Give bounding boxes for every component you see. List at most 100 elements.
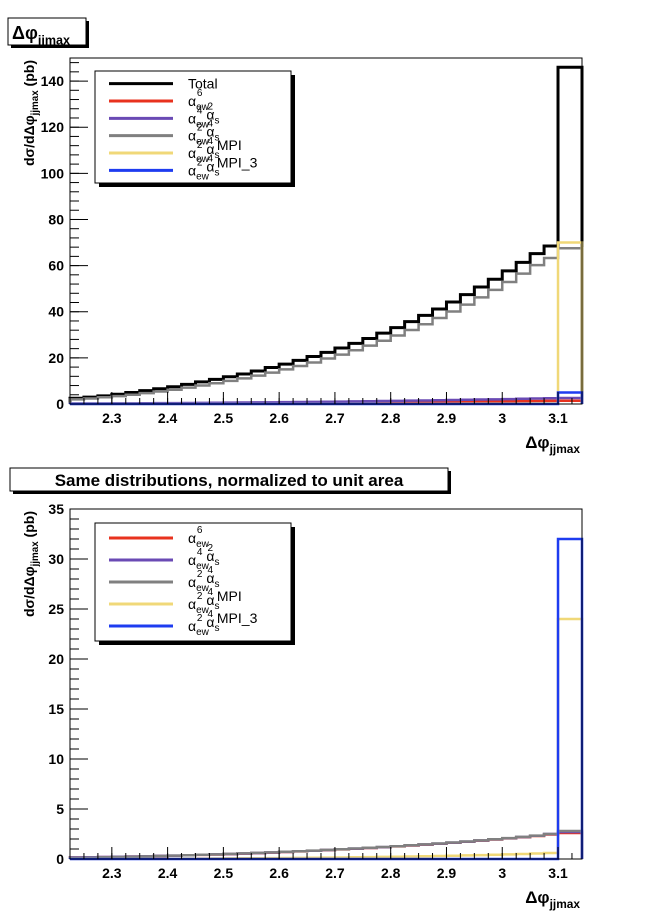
series-4-line — [68, 247, 584, 404]
y-axis-title-main: dσ/dΔφ — [21, 115, 37, 166]
legend-label-5-part-1: ew — [196, 627, 210, 638]
x-tick-label: 2.7 — [325, 865, 345, 881]
legend-label-4-part-0: α — [188, 128, 196, 144]
legend-label-3-part-3: α — [202, 570, 214, 586]
y-axis-title-sub: jjmax — [30, 90, 41, 117]
legend-label-4-part-1: ew — [196, 137, 210, 148]
legend-label-3-part-0: α — [188, 574, 196, 590]
chart-1: 2.3 2.4 2.5 2.6 2.7 2.8 2.9 3 3.1 0 20 40 60 80 100 120… — [7, 17, 584, 456]
legend-label-5-part-4: s — [214, 150, 219, 161]
legend-label-3-part-5: 4 — [207, 565, 213, 576]
y-tick-label: 100 — [41, 165, 65, 181]
x-tick-label: 3.1 — [548, 865, 568, 881]
legend-label-5-part-2: 2 — [197, 140, 203, 151]
x-tick-label: 2.8 — [381, 410, 401, 426]
y-tick-label: 5 — [56, 801, 64, 817]
legend-label-1: αew 6 — [188, 525, 210, 550]
legend-label-6-part-3: α — [202, 158, 214, 174]
x-tick-label: 2.6 — [269, 410, 289, 426]
chart-title: Same distributions, normalized to unit a… — [55, 471, 404, 490]
legend-label-1: Total — [188, 76, 218, 92]
legend-label-4-part-2: 2 — [197, 591, 203, 602]
legend-label-3-part-5: 2 — [207, 101, 213, 112]
chart-2: 2.3 2.4 2.5 2.6 2.7 2.8 2.9 3 3.1 0 5 10 15 20 25 30 35 Δ… — [9, 467, 584, 911]
x-tick-label: 3 — [498, 410, 506, 426]
legend-label-5-part-6: MPI_3 — [213, 610, 258, 626]
legend-label-4-part-4: s — [214, 601, 219, 612]
y-tick-label: 10 — [48, 751, 64, 767]
legend-label-4-part-5: 4 — [207, 587, 213, 598]
x-axis-title-main: Δφ — [525, 888, 549, 907]
legend-label-1-part-1: ew — [196, 539, 210, 550]
legend-label-5-part-2: 2 — [197, 613, 203, 624]
x-tick-label: 2.9 — [437, 865, 457, 881]
legend-label-3-part-1: ew — [196, 119, 210, 130]
legend-label-4-part-6: MPI — [213, 588, 242, 604]
y-tick-label: 15 — [48, 701, 64, 717]
legend-label-6-part-4: s — [214, 167, 219, 178]
legend-label-4-part-2: 2 — [197, 123, 203, 134]
legend-label-3: αew2 αs4 — [188, 565, 219, 594]
chart-title: Δφjjmax — [12, 23, 70, 47]
legend-label-6-part-2: 2 — [197, 157, 203, 168]
x-axis-title-sub: jjmax — [549, 442, 581, 456]
legend-label-4: αew2 αs4 MPI — [188, 587, 242, 616]
plot-border — [69, 57, 583, 405]
y-axis-title-post: (pb) — [21, 511, 37, 541]
legend-label-1-part-0: α — [188, 530, 196, 546]
series-1-line — [68, 65, 584, 404]
legend-label-3-part-2: 4 — [197, 105, 203, 116]
x-axis-title-main: Δφ — [525, 433, 549, 452]
x-tick-label: 2.7 — [325, 410, 345, 426]
y-axis-title-sub: jjmax — [30, 541, 41, 568]
x-axis-title: Δφjjmax — [525, 888, 580, 911]
y-tick-label: 60 — [48, 258, 64, 274]
legend-label-4-part-3: α — [202, 592, 214, 608]
x-tick-label: 3 — [498, 865, 506, 881]
legend-label-2-part-4: s — [214, 557, 219, 568]
legend-label-5-part-3: α — [202, 141, 214, 157]
legend-label-4-part-3: α — [202, 124, 214, 140]
plot-border — [69, 508, 583, 860]
legend-label-5-part-1: ew — [196, 154, 210, 165]
y-axis-title-group: dσ/dΔφjjmax (pb) — [21, 511, 41, 617]
legend-label-3-part-0: α — [188, 110, 196, 126]
legend-label-6-part-1: ew — [196, 171, 210, 182]
legend-label-4-part-4: s — [214, 133, 219, 144]
legend-label-2: αew4 αs2 — [188, 543, 219, 572]
legend-label-3-part-2: 2 — [197, 569, 203, 580]
legend-label-2-part-1: ew — [196, 561, 210, 572]
y-axis-title: dσ/dΔφjjmax (pb) — [21, 511, 41, 617]
legend-label-5-part-4: s — [214, 623, 219, 634]
legend-box — [94, 70, 292, 184]
y-tick-label: 40 — [48, 304, 64, 320]
legend-label-2-part-2: 4 — [197, 547, 203, 558]
legend-label-4-part-0: α — [188, 596, 196, 612]
legend-label-3-part-4: s — [214, 579, 219, 590]
y-tick-label: 20 — [48, 651, 64, 667]
y-tick-label: 0 — [56, 851, 64, 867]
legend-label-3: αew4 αs2 — [188, 101, 219, 130]
legend-label-6-part-5: 4 — [207, 153, 213, 164]
legend-label-5-part-5: 4 — [207, 136, 213, 147]
legend-label-4: αew2 αs4 — [188, 119, 219, 148]
x-tick-label: 2.5 — [214, 865, 234, 881]
legend-label-2-part-5: 2 — [207, 543, 213, 554]
y-tick-label: 25 — [48, 601, 64, 617]
legend-label-5-part-0: α — [188, 145, 196, 161]
legend-label-3-part-3: α — [202, 106, 214, 122]
legend-label-5-part-0: α — [188, 618, 196, 634]
legend-label-5: αew2 αs4 MPI_3 — [188, 609, 258, 638]
chart-title-main: Δφ — [12, 23, 38, 43]
legend-label-6-part-0: α — [188, 162, 196, 178]
legend-label-2-part-0: α — [188, 93, 196, 109]
y-axis-title-group: dσ/dΔφjjmax (pb) — [21, 60, 41, 166]
legend-label-2-part-1: ew — [196, 102, 210, 113]
legend-label-4-part-1: ew — [196, 605, 210, 616]
legend-label-1-part-2: 6 — [197, 525, 203, 536]
title-box — [9, 467, 449, 492]
x-tick-label: 2.3 — [102, 410, 122, 426]
title-box — [7, 17, 87, 46]
x-tick-label: 2.5 — [214, 410, 234, 426]
